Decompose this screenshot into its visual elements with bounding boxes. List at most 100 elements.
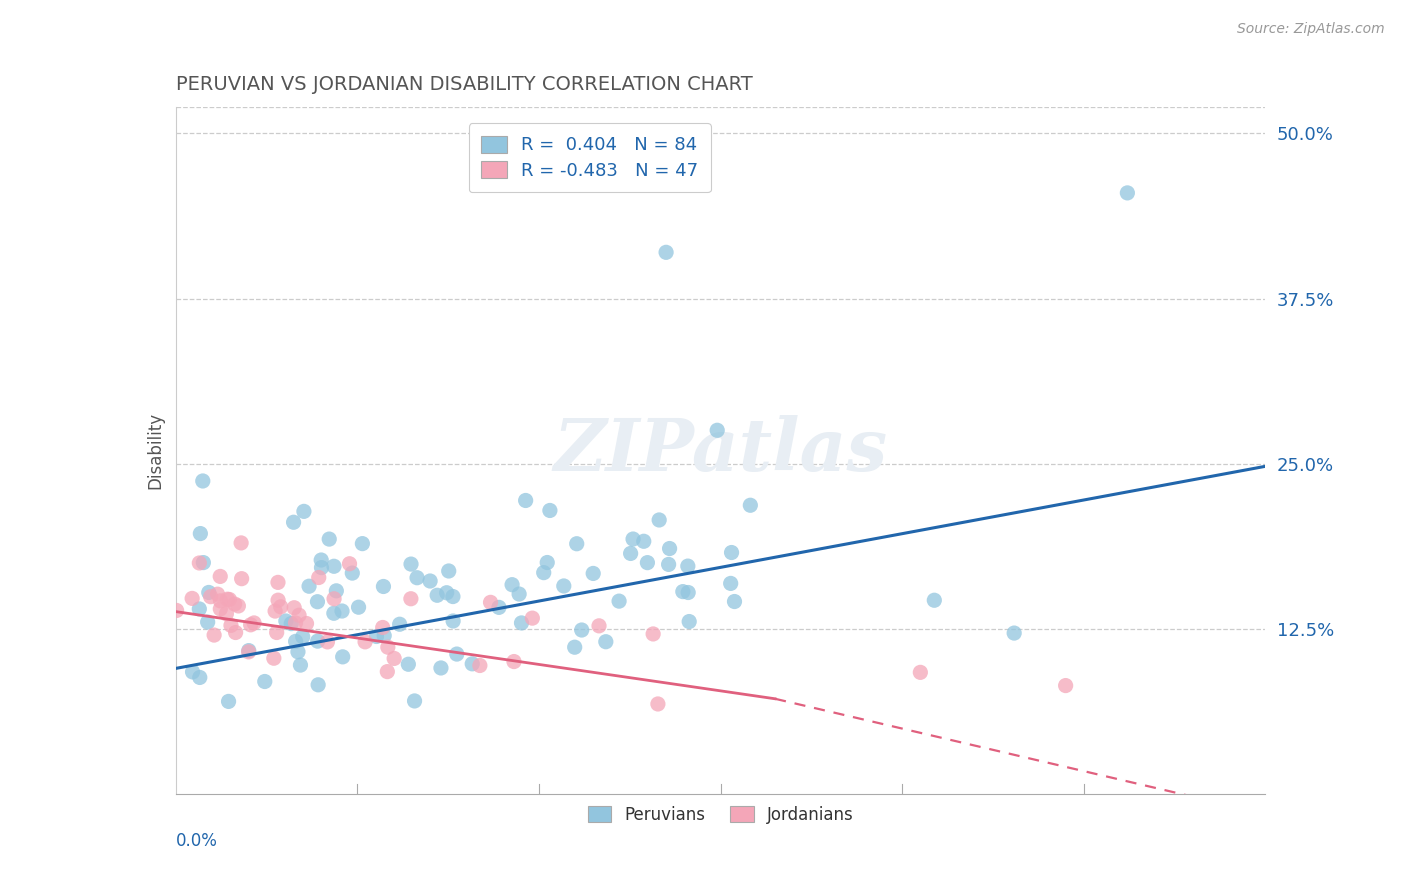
- Point: [468, 658, 491, 673]
- Point: [298, 579, 321, 593]
- Point: [318, 532, 340, 546]
- Point: [288, 608, 311, 623]
- Point: [308, 570, 330, 584]
- Point: [366, 630, 388, 644]
- Point: [373, 579, 395, 593]
- Point: [207, 587, 229, 601]
- Point: [181, 591, 204, 606]
- Point: [510, 615, 533, 630]
- Point: [588, 619, 610, 633]
- Point: [191, 474, 214, 488]
- Point: [382, 651, 405, 665]
- Point: [399, 557, 422, 571]
- Point: [325, 583, 347, 598]
- Point: [270, 599, 292, 614]
- Point: [446, 647, 468, 661]
- Point: [565, 537, 588, 551]
- Point: [243, 615, 266, 630]
- Point: [322, 607, 344, 621]
- Point: [330, 604, 353, 618]
- Point: [224, 597, 246, 611]
- Point: [274, 614, 297, 628]
- Point: [522, 611, 544, 625]
- Text: PERUVIAN VS JORDANIAN DISABILITY CORRELATION CHART: PERUVIAN VS JORDANIAN DISABILITY CORRELA…: [176, 75, 752, 95]
- Point: [479, 595, 502, 609]
- Point: [188, 602, 211, 616]
- Point: [436, 586, 458, 600]
- Point: [309, 553, 332, 567]
- Point: [658, 541, 681, 556]
- Point: [238, 645, 260, 659]
- Point: [643, 627, 665, 641]
- Point: [515, 493, 537, 508]
- Point: [287, 645, 309, 659]
- Point: [290, 658, 312, 673]
- Point: [263, 651, 285, 665]
- Point: [406, 571, 429, 585]
- Point: [595, 634, 617, 648]
- Point: [267, 575, 290, 590]
- Point: [295, 616, 318, 631]
- Point: [501, 577, 523, 591]
- Point: [291, 630, 314, 644]
- Text: 0.0%: 0.0%: [176, 831, 218, 850]
- Point: [284, 615, 307, 630]
- Point: [1116, 186, 1139, 200]
- Point: [621, 532, 644, 546]
- Point: [1054, 679, 1077, 693]
- Point: [228, 599, 250, 613]
- Point: [676, 559, 699, 574]
- Point: [571, 623, 593, 637]
- Point: [426, 588, 449, 602]
- Point: [283, 515, 305, 529]
- Point: [720, 545, 742, 559]
- Point: [658, 558, 681, 572]
- Point: [239, 617, 262, 632]
- Point: [347, 600, 370, 615]
- Point: [648, 513, 671, 527]
- Point: [342, 566, 364, 580]
- Point: [266, 625, 288, 640]
- Legend: Peruvians, Jordanians: Peruvians, Jordanians: [581, 799, 860, 830]
- Point: [284, 634, 307, 648]
- Point: [647, 697, 669, 711]
- Point: [399, 591, 422, 606]
- Point: [253, 674, 276, 689]
- Point: [264, 604, 287, 618]
- Point: [323, 591, 346, 606]
- Point: [533, 566, 555, 580]
- Point: [404, 694, 426, 708]
- Point: [332, 649, 354, 664]
- Point: [188, 556, 211, 570]
- Point: [910, 665, 932, 680]
- Point: [676, 585, 699, 599]
- Point: [582, 566, 605, 581]
- Point: [706, 423, 728, 437]
- Point: [536, 556, 558, 570]
- Point: [292, 504, 315, 518]
- Point: [202, 628, 225, 642]
- Point: [209, 602, 232, 616]
- Point: [238, 643, 260, 657]
- Point: [231, 572, 253, 586]
- Point: [197, 585, 219, 599]
- Point: [371, 620, 394, 634]
- Point: [607, 594, 630, 608]
- Point: [307, 634, 329, 648]
- Point: [354, 635, 377, 649]
- Point: [311, 560, 333, 574]
- Point: [461, 657, 484, 671]
- Point: [307, 595, 329, 609]
- Point: [316, 635, 339, 649]
- Point: [503, 655, 526, 669]
- Point: [419, 574, 441, 588]
- Point: [231, 536, 253, 550]
- Point: [441, 614, 464, 628]
- Point: [193, 556, 215, 570]
- Text: Source: ZipAtlas.com: Source: ZipAtlas.com: [1237, 22, 1385, 37]
- Point: [655, 245, 678, 260]
- Point: [564, 640, 586, 655]
- Point: [437, 564, 460, 578]
- Point: [200, 590, 222, 604]
- Point: [1002, 626, 1025, 640]
